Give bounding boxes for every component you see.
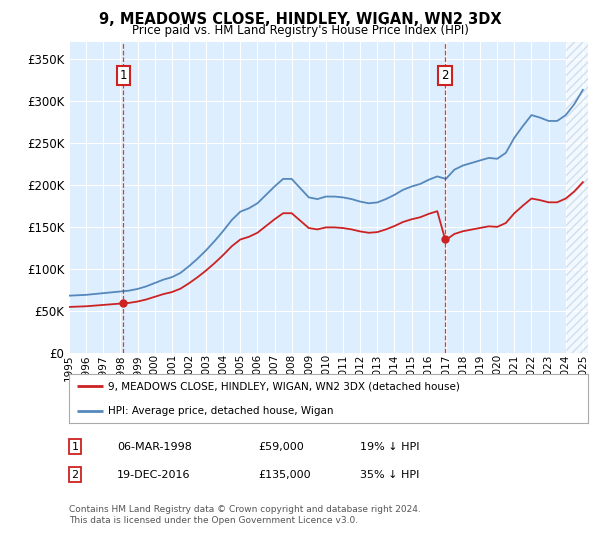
Text: £135,000: £135,000 (258, 470, 311, 480)
Text: 9, MEADOWS CLOSE, HINDLEY, WIGAN, WN2 3DX: 9, MEADOWS CLOSE, HINDLEY, WIGAN, WN2 3D… (98, 12, 502, 27)
Text: 06-MAR-1998: 06-MAR-1998 (117, 442, 192, 452)
Text: Price paid vs. HM Land Registry's House Price Index (HPI): Price paid vs. HM Land Registry's House … (131, 24, 469, 36)
Text: £59,000: £59,000 (258, 442, 304, 452)
Point (119, 299, 128, 308)
Point (440, 235, 450, 244)
Text: 1: 1 (120, 69, 127, 82)
Text: 1: 1 (71, 442, 79, 452)
Text: 2: 2 (442, 69, 449, 82)
Text: 35% ↓ HPI: 35% ↓ HPI (360, 470, 419, 480)
Text: HPI: Average price, detached house, Wigan: HPI: Average price, detached house, Wiga… (108, 406, 334, 416)
Text: 19-DEC-2016: 19-DEC-2016 (117, 470, 191, 480)
Text: Contains HM Land Registry data © Crown copyright and database right 2024.
This d: Contains HM Land Registry data © Crown c… (69, 505, 421, 525)
Text: 9, MEADOWS CLOSE, HINDLEY, WIGAN, WN2 3DX (detached house): 9, MEADOWS CLOSE, HINDLEY, WIGAN, WN2 3D… (108, 381, 460, 391)
Text: 19% ↓ HPI: 19% ↓ HPI (360, 442, 419, 452)
Text: 2: 2 (71, 470, 79, 480)
